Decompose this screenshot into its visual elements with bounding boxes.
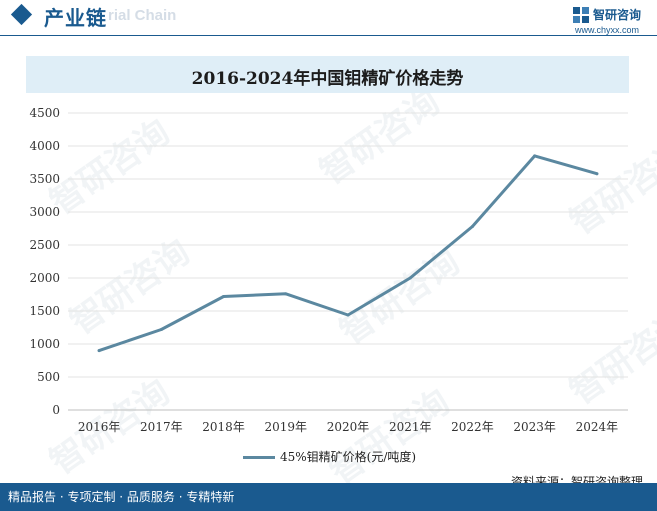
y-tick-label: 3500 <box>29 172 60 186</box>
x-tick-label: 2017年 <box>140 420 183 434</box>
y-tick-label: 4000 <box>29 139 60 153</box>
header-title: 产业链 <box>44 6 107 30</box>
x-tick-label: 2024年 <box>576 420 619 434</box>
header-divider <box>0 35 657 36</box>
data-point <box>408 276 412 280</box>
data-point <box>222 294 226 298</box>
data-point <box>533 154 537 158</box>
data-point <box>159 327 163 331</box>
footer-text: 精品报告 · 专项定制 · 品质服务 · 专精特新 <box>8 490 235 504</box>
y-tick-label: 0 <box>52 403 60 417</box>
y-tick-label: 2500 <box>29 238 60 252</box>
y-tick-label: 4500 <box>29 106 60 120</box>
data-point <box>284 292 288 296</box>
x-tick-label: 2018年 <box>202 420 245 434</box>
data-point <box>595 172 599 176</box>
footer-bar: 精品报告 · 专项定制 · 品质服务 · 专精特新 <box>0 483 657 511</box>
chart-title-box: 2016-2024年中国钼精矿价格走势 <box>26 56 629 93</box>
x-tick-label: 2016年 <box>78 420 121 434</box>
y-tick-label: 1500 <box>29 304 60 318</box>
x-tick-label: 2021年 <box>389 420 432 434</box>
diamond-icon <box>10 3 33 26</box>
y-tick-label: 2000 <box>29 271 60 285</box>
header-watermark: rial Chain <box>108 7 177 24</box>
x-tick-label: 2023年 <box>513 420 556 434</box>
data-point <box>97 349 101 353</box>
chart-title: 2016-2024年中国钼精矿价格走势 <box>191 69 464 89</box>
legend: 45%钼精矿价格(元/吨度) <box>0 447 657 467</box>
header: 产业链 rial Chain 智研咨询 www.chyxx.com <box>0 0 657 40</box>
logo-url: www.chyxx.com <box>575 25 640 35</box>
y-tick-label: 1000 <box>29 337 60 351</box>
data-point <box>470 225 474 229</box>
legend-swatch <box>243 456 275 459</box>
series-line <box>97 154 599 353</box>
logo: 智研咨询 www.chyxx.com <box>567 5 657 37</box>
y-tick-label: 3000 <box>29 205 60 219</box>
x-tick-label: 2020年 <box>327 420 370 434</box>
data-point <box>346 313 350 317</box>
y-tick-label: 500 <box>37 370 60 384</box>
x-tick-label: 2022年 <box>451 420 494 434</box>
x-tick-label: 2019年 <box>265 420 308 434</box>
logo-name: 智研咨询 <box>593 8 642 22</box>
legend-label: 45%钼精矿价格(元/吨度) <box>280 450 417 464</box>
line-chart: 0 500 1000 1500 2000 2500 3000 3500 4000 4500 2016… <box>29 106 628 434</box>
logo-icon <box>573 7 589 23</box>
